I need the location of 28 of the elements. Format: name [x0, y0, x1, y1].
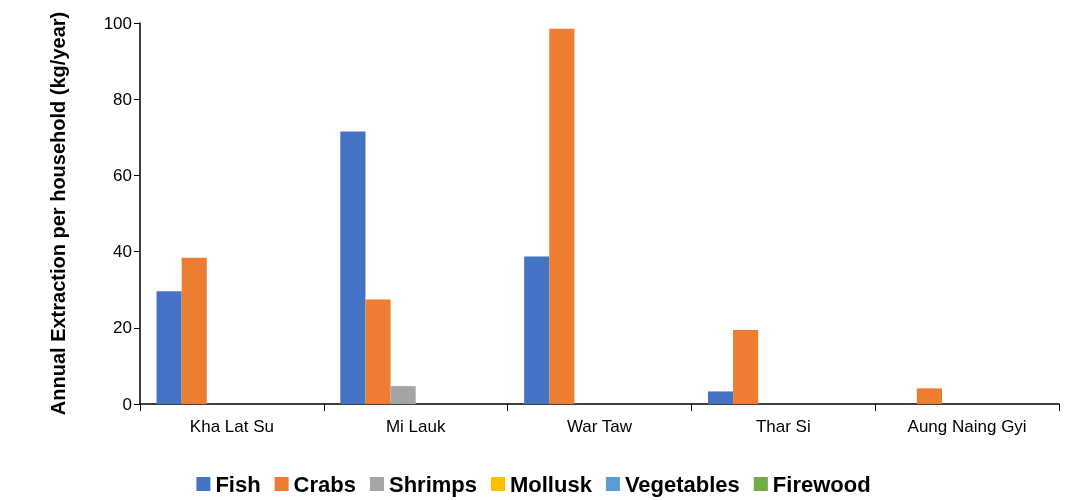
- legend-label: Firewood: [772, 471, 871, 497]
- bar: [549, 28, 575, 404]
- legend-label: Crabs: [293, 471, 356, 497]
- bar: [707, 391, 734, 404]
- y-axis-title: Annual Extraction per household (kg/year): [47, 11, 69, 416]
- x-tick-label: Thar Si: [755, 417, 811, 436]
- bar: [340, 131, 366, 404]
- bar: [733, 330, 759, 404]
- x-tick-label: Mi Lauk: [385, 417, 446, 436]
- legend-label: Vegetables: [624, 471, 740, 497]
- bar: [365, 299, 391, 404]
- bar: [181, 257, 207, 404]
- y-tick-label: 0: [122, 394, 132, 414]
- y-tick-label: 20: [113, 318, 132, 338]
- y-tick-label: 60: [113, 165, 132, 185]
- y-tick-label: 100: [103, 13, 132, 33]
- y-tick-label: 80: [113, 89, 132, 109]
- bar: [916, 388, 942, 404]
- y-tick-label: 40: [113, 242, 132, 262]
- x-tick-label: Kha Lat Su: [189, 417, 274, 436]
- legend-label: Shrimps: [388, 471, 477, 497]
- bar: [390, 386, 416, 404]
- legend-label: Mollusk: [509, 471, 593, 497]
- x-tick-label: War Taw: [566, 417, 633, 436]
- bar: [156, 291, 182, 404]
- x-tick-label: Aung Naing Gyi: [907, 417, 1027, 436]
- bar: [524, 256, 550, 404]
- legend-label: Fish: [215, 471, 261, 497]
